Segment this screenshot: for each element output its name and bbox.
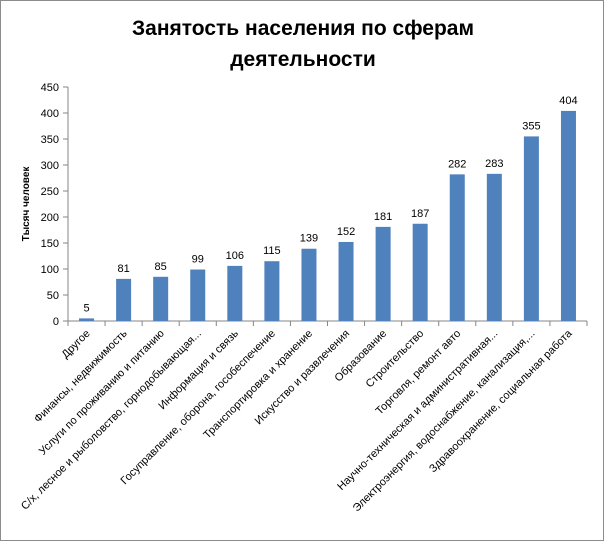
y-tick-label: 150 [41, 238, 59, 250]
y-tick-label: 50 [47, 290, 59, 302]
bar [116, 278, 132, 321]
x-tick-label: Электроэнергия, водоснабжение, канализац… [351, 328, 538, 515]
chart-title: Занятость населения по сферам деятельнос… [131, 17, 475, 71]
bar [523, 136, 539, 321]
y-tick-label: 200 [41, 212, 59, 224]
bar [264, 261, 280, 321]
data-label: 139 [300, 233, 318, 245]
y-tick-label: 400 [41, 108, 59, 120]
data-label: 404 [559, 95, 577, 107]
bar [79, 318, 95, 321]
bar [301, 248, 317, 321]
x-tick-label: Другое [59, 328, 92, 361]
bar [560, 110, 576, 321]
y-tick-label: 450 [41, 82, 59, 94]
y-tick-label: 350 [41, 134, 59, 146]
data-label: 282 [448, 158, 466, 170]
data-label: 181 [374, 211, 392, 223]
y-axis-label: Тысяч человек [21, 166, 32, 242]
data-label: 81 [117, 263, 129, 275]
y-tick-label: 300 [41, 160, 59, 172]
data-label: 152 [337, 226, 355, 238]
y-tick-label: 0 [53, 316, 59, 328]
data-label: 283 [485, 158, 503, 170]
y-tick-label: 100 [41, 264, 59, 276]
data-label: 85 [155, 261, 167, 273]
bar [153, 276, 169, 321]
data-label: 355 [522, 120, 540, 132]
data-label: 99 [192, 254, 204, 266]
bar [375, 226, 391, 321]
data-label: 5 [83, 302, 89, 314]
data-label: 187 [411, 208, 429, 220]
bar [190, 269, 206, 321]
bar [449, 174, 465, 321]
bar [338, 241, 354, 321]
data-label: 106 [226, 250, 244, 262]
bar [486, 173, 502, 321]
y-tick-label: 250 [41, 186, 59, 198]
bar [227, 265, 243, 321]
bar [412, 223, 428, 321]
data-label: 115 [263, 245, 281, 257]
